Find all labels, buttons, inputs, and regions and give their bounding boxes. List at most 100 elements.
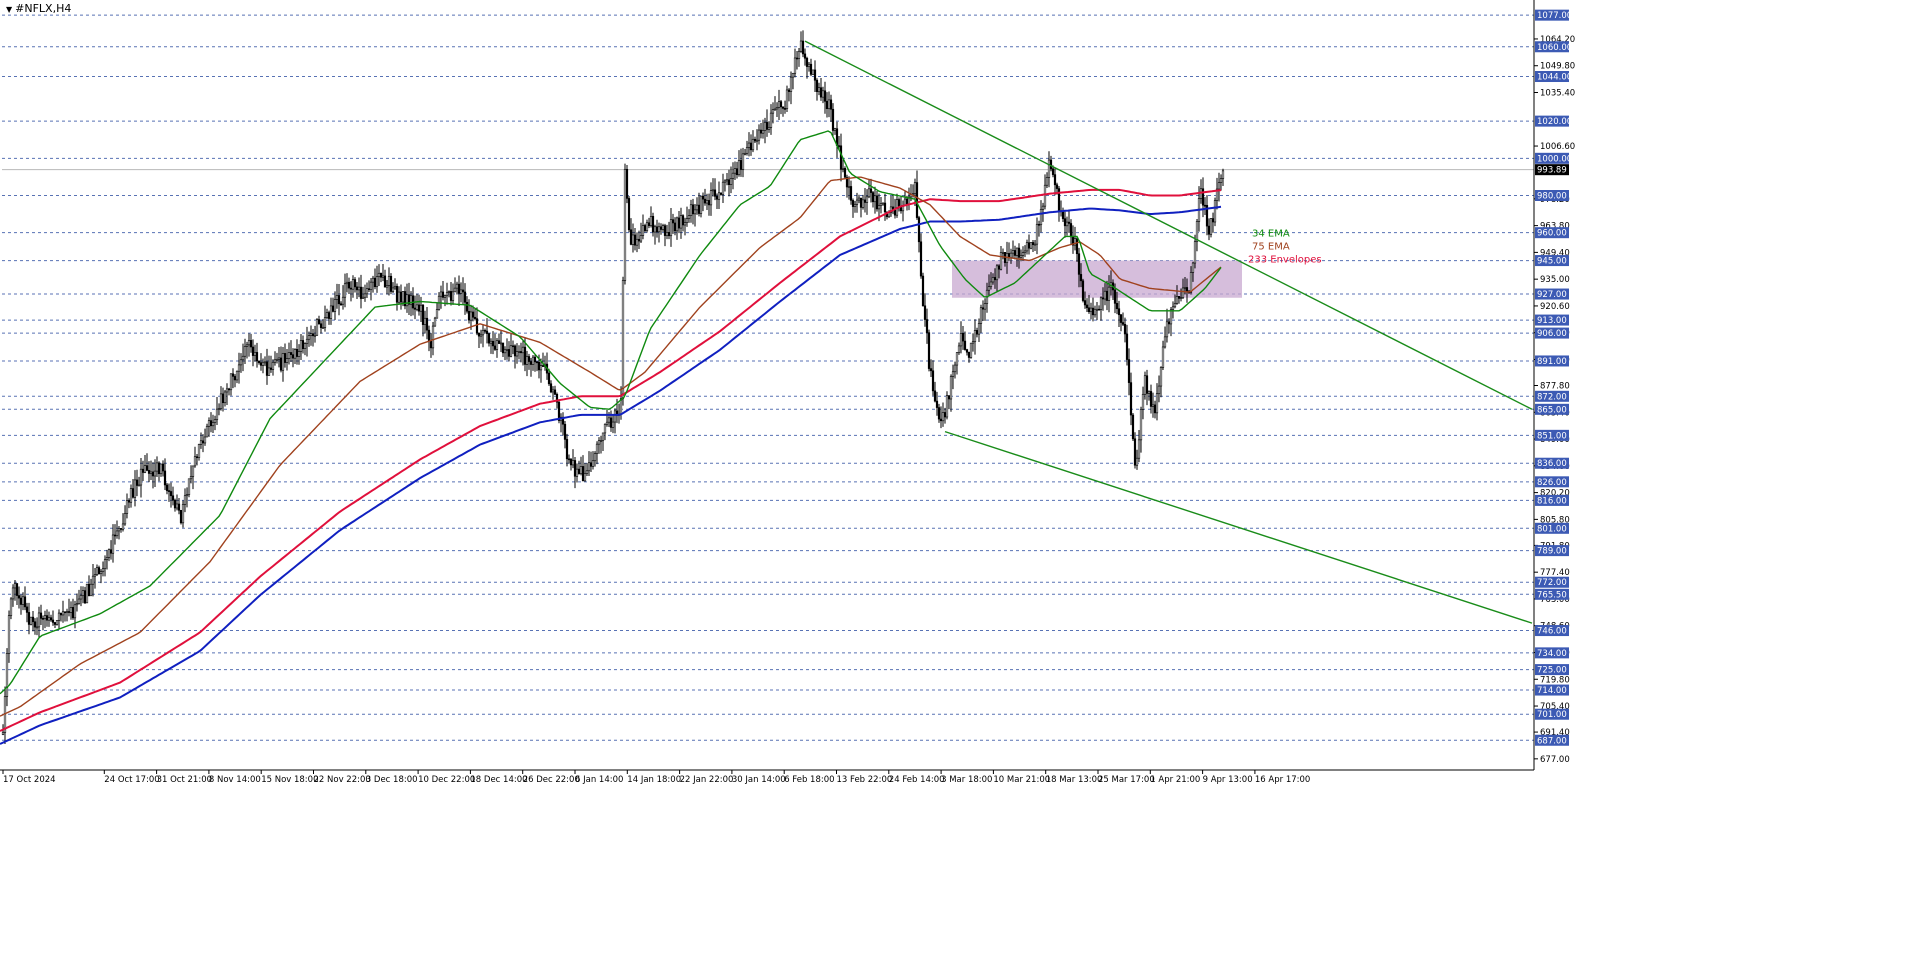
candle-body (511, 345, 515, 348)
candle-body (1151, 404, 1155, 407)
candle-body (1043, 184, 1047, 207)
candle-body (1181, 287, 1185, 298)
candle-body (841, 168, 845, 170)
axes (0, 0, 1535, 771)
candle-body (379, 272, 383, 278)
candle-body (1143, 375, 1147, 395)
level-label-box (1535, 734, 1569, 746)
candle-body (287, 352, 291, 359)
candle-body (35, 626, 39, 629)
candle-body (15, 583, 19, 596)
candle-body (185, 494, 189, 497)
candle-body (1001, 252, 1005, 254)
candle-body (803, 53, 807, 59)
candle-body (1067, 221, 1071, 224)
candle-body (473, 316, 477, 319)
candle-body (1175, 296, 1179, 304)
candle-body (99, 571, 103, 575)
candle-body (1221, 170, 1225, 179)
candle-body (363, 293, 367, 298)
candle-body (737, 160, 741, 176)
ema34-label: 34 EMA (1252, 229, 1290, 240)
candle-body (285, 358, 289, 363)
candle-body (1167, 321, 1171, 325)
candle-body (797, 50, 801, 59)
candle-body (435, 309, 439, 319)
candle-body (17, 595, 21, 599)
candle-body (105, 557, 109, 561)
time-tick-label: 30 Jan 14:00 (732, 775, 786, 785)
candle-body (1089, 307, 1093, 313)
price-tick-label: 963.80 (1540, 222, 1570, 232)
descending-trendline-lower[interactable] (944, 430, 1533, 624)
descending-trendline-upper[interactable] (804, 40, 1533, 410)
trendlines[interactable] (804, 40, 1533, 624)
candle-body (1173, 302, 1177, 308)
level-label-text: 746.00 (1537, 627, 1567, 637)
dropdown-triangle-icon[interactable]: ▼ (6, 5, 13, 14)
candle-body (59, 612, 63, 616)
candle-body (283, 353, 287, 363)
level-label-text: 1077.00 (1537, 11, 1572, 21)
candle-body (563, 423, 567, 440)
candle-body (519, 351, 523, 354)
candle-body (919, 241, 923, 277)
candle-body (663, 225, 667, 236)
candle-body (981, 307, 985, 310)
candle-body (607, 417, 611, 423)
candle-body (71, 607, 75, 619)
candle-body (757, 129, 761, 141)
price-tick-label: 691.40 (1540, 728, 1570, 738)
candle-body (291, 354, 295, 359)
candle-body (1041, 205, 1045, 210)
symbol-title: ▼ #NFLX,H4 (6, 2, 71, 15)
candle-body (597, 440, 601, 445)
level-label-text: 1020.00 (1537, 117, 1572, 127)
candle-body (67, 611, 71, 613)
time-tick-label: 10 Dec 22:00 (418, 775, 475, 785)
candle-body (953, 364, 957, 373)
candle-body (75, 603, 79, 606)
candle-body (491, 340, 495, 347)
candle-body (177, 503, 181, 511)
candle-body (927, 332, 931, 369)
candle-body (721, 181, 725, 195)
candle-body (899, 207, 903, 212)
candle-body (403, 291, 407, 307)
candle-body (1117, 308, 1121, 316)
candle-body (1025, 242, 1029, 252)
candle-body (367, 288, 371, 291)
candle-body (651, 216, 655, 233)
candle-body (179, 509, 183, 524)
candle-body (431, 325, 435, 349)
candle-body (65, 611, 69, 613)
time-tick-label: 3 Dec 18:00 (366, 775, 418, 785)
candle-body (1037, 223, 1041, 226)
candle-body (793, 57, 797, 74)
candle-body (375, 276, 379, 288)
candle-body (1051, 168, 1055, 175)
candle-body (1165, 321, 1169, 338)
candle-body (1201, 188, 1205, 206)
candle-body (13, 583, 17, 589)
candle-body (703, 198, 707, 204)
candle-body (233, 376, 237, 381)
candle-body (481, 330, 485, 336)
candle-body (483, 330, 487, 332)
candle-body (1183, 287, 1187, 289)
candle-body (293, 348, 297, 359)
candle-body (259, 362, 263, 366)
candle-body (445, 292, 449, 297)
candle-body (503, 349, 507, 354)
candle-body (767, 127, 771, 130)
candle-body (1039, 209, 1043, 226)
candle-body (575, 468, 579, 477)
candle-body (683, 222, 687, 226)
candle-body (915, 182, 919, 218)
candle-body (939, 418, 943, 422)
candle-body (1073, 238, 1077, 246)
candles (1, 30, 1225, 744)
candle-body (399, 291, 403, 303)
